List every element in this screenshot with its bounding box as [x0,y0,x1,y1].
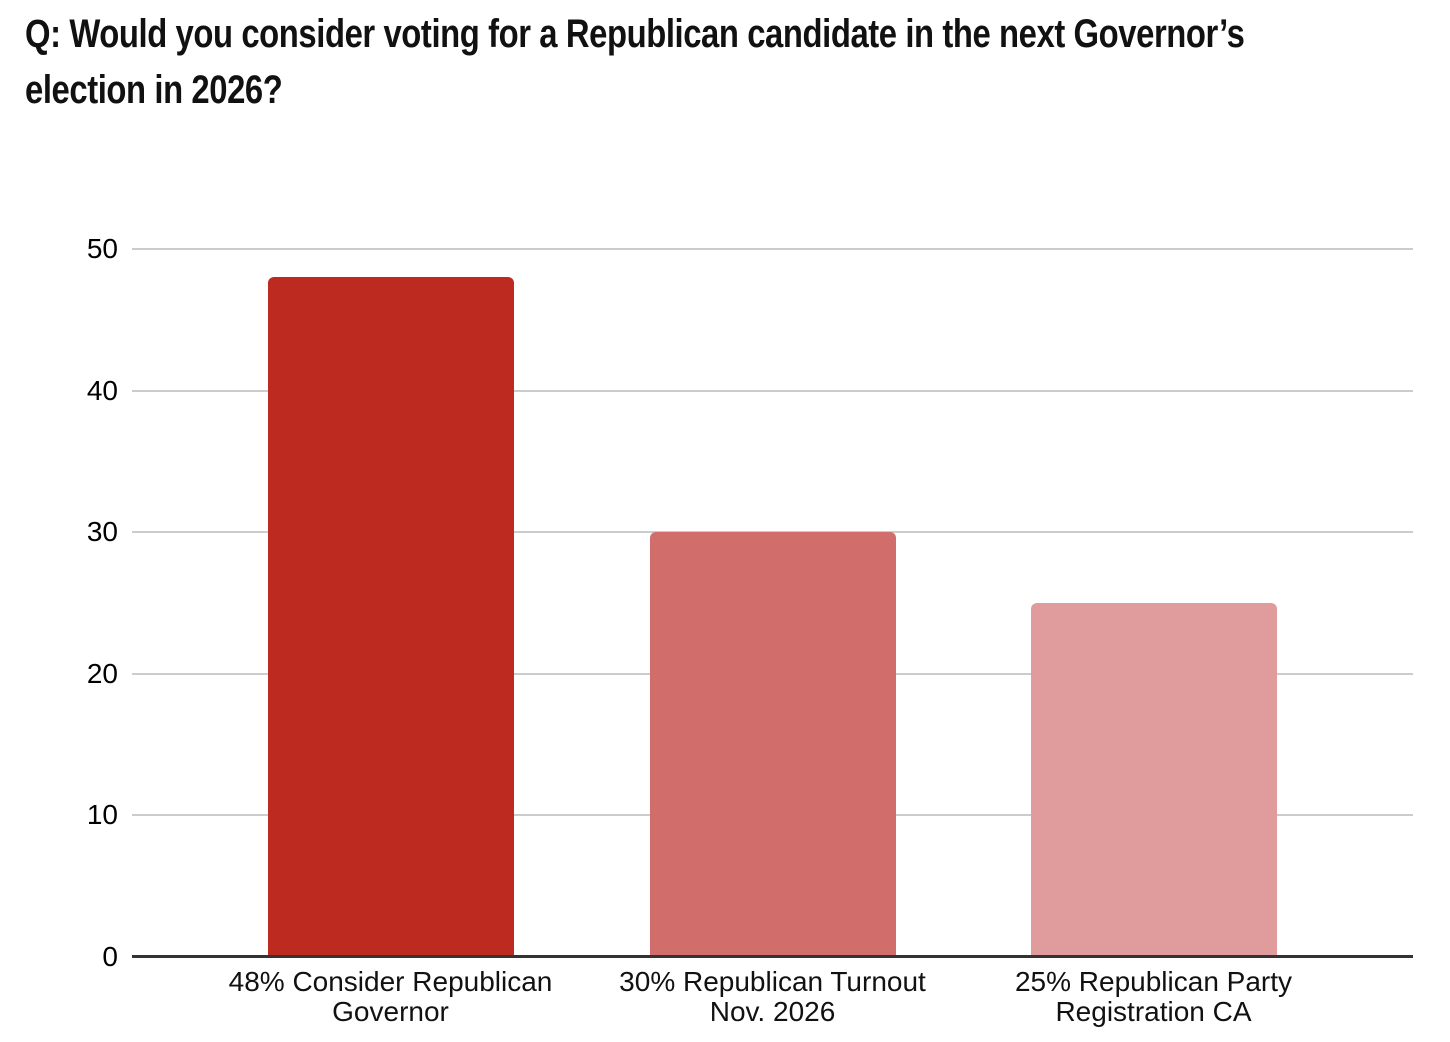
gridline-50 [132,248,1413,250]
y-tick-label-10: 10 [86,799,118,831]
y-tick-label-20: 20 [86,657,118,689]
y-tick-label-50: 50 [86,233,118,264]
y-tick-label-0: 0 [102,941,118,972]
y-tick-label-40: 40 [86,374,118,406]
y-tick-label-30: 30 [86,516,118,548]
bar-3 [1030,603,1277,957]
chart-title: Q: Would you consider voting for a Repub… [25,6,1450,118]
gridline-40 [132,389,1413,392]
bar-2 [649,532,896,957]
bar-1 [267,277,514,957]
chart-title-line-2: election in 2026? [25,68,283,112]
chart-title-line-1: Q: Would you consider voting for a Repub… [25,12,1245,56]
x-axis-baseline [132,955,1413,958]
x-category-label-1: 48% Consider Republican Governor [228,966,553,1027]
plot-area [132,248,1413,958]
x-category-label-2: 30% Republican Turnout Nov. 2026 [619,966,926,1027]
x-category-label-3: 25% Republican Party Registration CA [1014,966,1293,1027]
